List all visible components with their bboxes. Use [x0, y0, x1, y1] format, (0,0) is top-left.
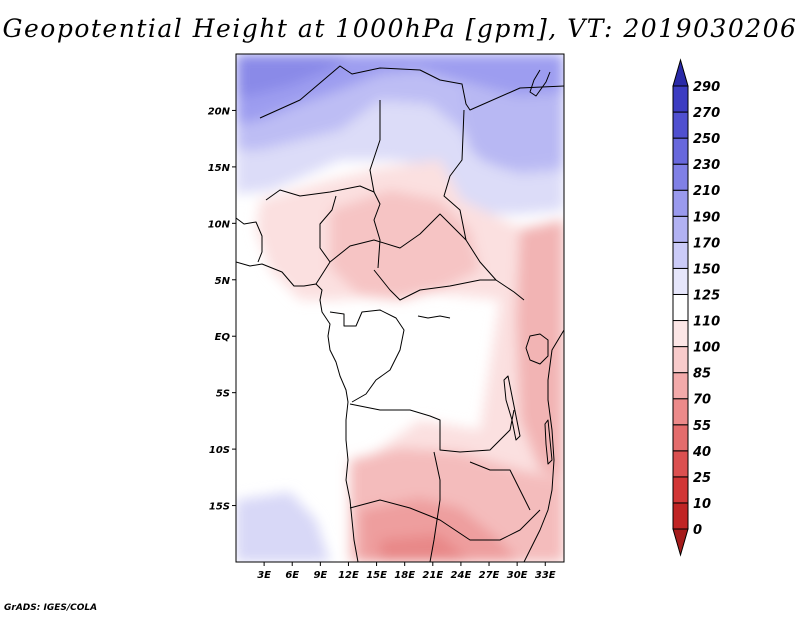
colorbar-label: 10 [693, 497, 711, 512]
field-blue-light-southwest [236, 492, 330, 562]
map-title: Geopotential Height at 1000hPa [gpm], VT… [2, 14, 798, 43]
colorbar-swatch [672, 163, 689, 191]
colorbar-swatch [672, 320, 689, 348]
colorbar-swatch [672, 241, 689, 269]
x-tick-label: 9E [313, 570, 327, 581]
y-tick-label: 15N [208, 163, 231, 174]
border-zambia-mozambique [469, 461, 531, 511]
colorbar-label: 100 [693, 341, 720, 356]
border-sudan-east [443, 109, 525, 301]
x-tick-label: 18E [394, 570, 415, 581]
field-blue-mid-east [460, 90, 564, 168]
colorbar-label: 230 [693, 158, 720, 173]
colorbar-label: 190 [693, 210, 720, 225]
border-sudan-chad [369, 100, 381, 269]
colorbar-swatch [672, 293, 689, 322]
field-pink-mid-east [516, 220, 564, 480]
colorbar-swatch [672, 398, 689, 426]
colorbar-label: 25 [693, 471, 711, 486]
colorbar-swatch [672, 267, 689, 295]
x-tick-label: 30E [507, 570, 528, 581]
map-frame [235, 53, 565, 563]
x-tick-label: 15E [366, 570, 387, 581]
lake-congo-small [417, 315, 451, 319]
field-blue-darker-northwest [236, 54, 350, 96]
y-tick-label: 10N [208, 219, 231, 230]
colorbar-swatch [672, 189, 689, 217]
colorbar-label: 125 [693, 288, 720, 303]
border-cameroon [319, 195, 337, 263]
colorbar-swatch [672, 111, 689, 139]
height-field [236, 54, 564, 562]
colorbar-label: 270 [693, 106, 720, 121]
border-namibia-botswana [429, 451, 441, 562]
border-north [259, 65, 564, 119]
colorbar-min-arrow [672, 528, 689, 557]
colorbar-label: 250 [693, 132, 720, 147]
y-tick-label: 5N [215, 276, 231, 287]
y-tick-label: 20N [208, 106, 231, 117]
x-tick-label: 27E [479, 570, 500, 581]
colorbar-max-arrow [672, 58, 689, 87]
x-tick-label: 6E [285, 570, 299, 581]
colorbar-swatch [672, 450, 689, 478]
colorbar-swatch [672, 424, 689, 452]
lake-victoria [525, 333, 549, 365]
coastlines-borders [236, 65, 564, 562]
colorbar-label: 290 [693, 80, 720, 95]
colorbar-label: 110 [693, 315, 720, 330]
colorbar-label: 150 [693, 262, 720, 277]
coastline-east-africa [523, 329, 564, 562]
x-tick-label: 33E [535, 570, 556, 581]
border-drc-angola [349, 403, 515, 453]
colorbar-label: 0 [693, 523, 702, 538]
x-axis-ticks: 3E 6E 9E 12E 15E 18E 21E 24E 27E 30E 33E [257, 562, 556, 581]
x-tick-label: 3E [257, 570, 271, 581]
colorbar-swatch [672, 137, 689, 165]
colorbar-swatch [672, 476, 689, 504]
x-tick-label: 12E [338, 570, 359, 581]
y-tick-label: 5S [216, 389, 230, 400]
y-axis-ticks: 20N 15N 10N 5N EQ 5S 10S 15S [208, 106, 236, 513]
colorbar: 0 10 25 40 55 70 85 100 110 125 150 170 190 210 230 250… [672, 58, 720, 557]
credit-text: GrADS: IGES/COLA [4, 603, 98, 613]
border-congo-basin [373, 269, 496, 301]
coastline-west-africa [236, 261, 359, 562]
colorbar-label: 85 [693, 367, 711, 382]
border-southern-africa [349, 499, 541, 541]
y-tick-label: 10S [209, 445, 230, 456]
x-tick-label: 21E [422, 570, 443, 581]
colorbar-swatch [672, 346, 689, 374]
border-west-coast-stub [236, 217, 263, 263]
colorbar-swatch [672, 85, 689, 113]
field-pink-deeper-south [380, 534, 470, 562]
x-tick-label: 24E [451, 570, 472, 581]
colorbar-swatch [672, 215, 689, 243]
border-central-african-republic [315, 213, 467, 285]
colorbar-label: 55 [693, 419, 711, 434]
coastline-red-sea [529, 69, 551, 97]
lake-tanganyika [503, 375, 521, 441]
y-tick-label: EQ [215, 332, 231, 343]
colorbar-label: 70 [693, 393, 711, 408]
border-gabon-congo [329, 309, 405, 403]
colorbar-swatch [672, 372, 689, 400]
colorbar-label: 40 [692, 445, 711, 460]
border-west-nigeria [265, 185, 375, 201]
colorbar-swatch [672, 502, 689, 530]
lake-malawi [544, 419, 553, 465]
y-tick-label: 15S [209, 502, 230, 513]
colorbar-label: 170 [693, 236, 720, 251]
colorbar-label: 210 [693, 184, 720, 199]
